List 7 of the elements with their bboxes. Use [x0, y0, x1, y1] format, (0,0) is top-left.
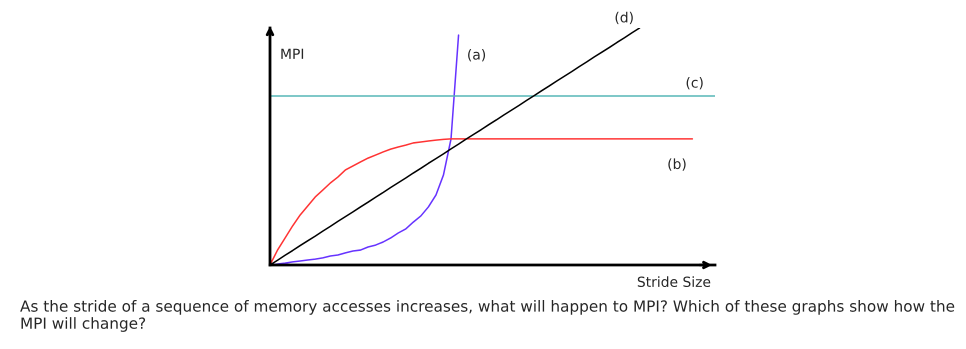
series-label: (c) — [686, 77, 703, 90]
series-label: (a) — [468, 49, 486, 62]
y-axis-title: MPI — [281, 48, 304, 59]
x-axis-title: Stride Size — [638, 276, 710, 288]
series-label: (b) — [668, 158, 686, 171]
text: As the stride of a sequence of memory accesses increases, what will happen to MPI? Which of these graphs show how the MPI will change? — [20, 300, 954, 332]
series-label: (d) — [616, 12, 633, 24]
